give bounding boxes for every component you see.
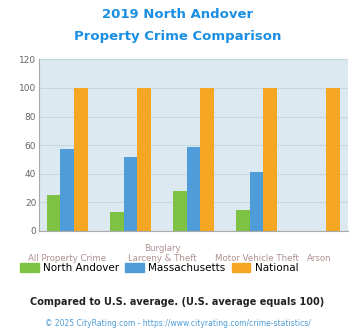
Text: All Property Crime: All Property Crime [28,254,106,263]
Text: Compared to U.S. average. (U.S. average equals 100): Compared to U.S. average. (U.S. average … [31,297,324,307]
Bar [186,147,201,231]
Bar [74,88,88,231]
Bar [236,210,250,231]
Text: © 2025 CityRating.com - https://www.cityrating.com/crime-statistics/: © 2025 CityRating.com - https://www.city… [45,319,310,328]
Bar [60,149,74,231]
Text: Larceny & Theft: Larceny & Theft [128,254,196,263]
Text: Motor Vehicle Theft: Motor Vehicle Theft [214,254,299,263]
Bar [137,88,151,231]
Text: Property Crime Comparison: Property Crime Comparison [74,30,281,43]
Bar [201,88,214,231]
Bar [250,172,263,231]
Text: Burglary: Burglary [144,244,180,253]
Bar [263,88,277,231]
Text: 2019 North Andover: 2019 North Andover [102,8,253,21]
Legend: North Andover, Massachusetts, National: North Andover, Massachusetts, National [16,258,302,277]
Bar [124,157,137,231]
Bar [47,195,60,231]
Bar [173,191,186,231]
Bar [110,213,124,231]
Bar [327,88,340,231]
Text: Arson: Arson [307,254,332,263]
